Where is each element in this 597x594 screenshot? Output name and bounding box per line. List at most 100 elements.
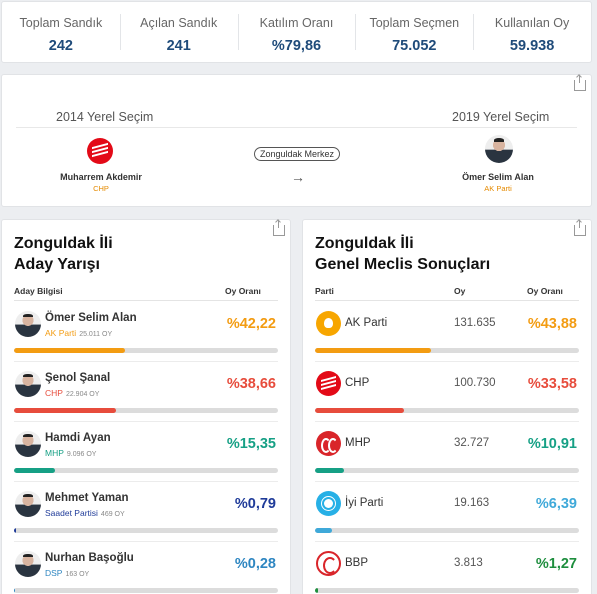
party-name: CHP: [345, 377, 370, 389]
candidate-row[interactable]: Ömer Selim Alan AK Parti 25.011 OY %42,22: [14, 302, 278, 362]
title-line: Zonguldak İli: [315, 235, 414, 252]
vote-bar: [14, 348, 278, 353]
summary-bar: Toplam Sandık 242 Açılan Sandık 241 Katı…: [1, 1, 592, 63]
arrow-right-icon: →: [291, 169, 305, 185]
candidate-avatar: [15, 311, 41, 337]
candidate-avatar: [15, 431, 41, 457]
stat-value: 242: [48, 38, 73, 54]
chp-logo-icon: [316, 371, 341, 396]
stat-label: Katılım Oranı: [259, 16, 334, 30]
candidates-panel: Zonguldak İli Aday Yarışı Aday Bilgisi O…: [1, 219, 291, 594]
vote-bar-fill: [315, 528, 332, 533]
col-candidate: Aday Bilgisi: [14, 286, 63, 296]
candidate-name: Şenol Şanal: [45, 372, 111, 384]
divider: [315, 541, 579, 542]
share-icon[interactable]: [574, 75, 586, 91]
vote-percentage: %42,22: [226, 316, 276, 332]
candidate-row[interactable]: Nurhan Başoğlu DSP 163 OY %0,28: [14, 542, 278, 594]
share-icon[interactable]: [273, 220, 285, 236]
iyi-logo-icon: [316, 491, 341, 516]
stat-label: Kullanılan Oy: [494, 16, 570, 30]
candidate-name: Nurhan Başoğlu: [45, 552, 134, 564]
vote-count: 131.635: [454, 317, 496, 329]
divider: [14, 421, 278, 422]
vote-bar-fill: [14, 408, 117, 413]
stat-value: 59.938: [509, 38, 555, 54]
stat-value: 241: [166, 38, 191, 54]
vote-bar: [14, 408, 278, 413]
chp-logo-icon: [87, 138, 113, 164]
panel-title: Zonguldak İli Aday Yarışı: [14, 233, 254, 275]
title-line: Genel Meclis Sonuçları: [315, 256, 491, 273]
candidate-party: AK Parti 25.011 OY: [45, 328, 112, 338]
right-year: 2019 Yerel Seçim: [452, 110, 550, 124]
col-rate: Oy Oranı: [225, 286, 261, 296]
vote-count: 100.730: [454, 377, 496, 389]
vote-bar: [14, 528, 278, 533]
vote-percentage: %38,66: [226, 376, 276, 392]
divider: [315, 300, 579, 301]
stat-label: Toplam Seçmen: [369, 16, 460, 30]
candidate-party: MHP 9.096 OY: [45, 448, 96, 458]
title-line: Aday Yarışı: [14, 256, 100, 273]
vote-bar-fill: [14, 528, 17, 533]
party-name: MHP: [345, 437, 371, 449]
vote-bar: [315, 348, 579, 353]
stat-value: %79,86: [271, 38, 322, 54]
left-winner-party: CHP: [93, 184, 109, 193]
candidate-name: Mehmet Yaman: [45, 492, 129, 504]
candidate-name: Hamdi Ayan: [45, 432, 111, 444]
vote-bar-fill: [315, 348, 431, 353]
candidate-avatar: [15, 371, 41, 397]
vote-bar: [14, 588, 278, 593]
mhp-logo-icon: [316, 431, 341, 456]
vote-count: 19.163: [454, 497, 490, 509]
vote-bar-fill: [14, 588, 15, 593]
col-rate: Oy Oranı: [527, 286, 563, 296]
candidate-row[interactable]: Hamdi Ayan MHP 9.096 OY %15,35: [14, 422, 278, 482]
location-badge[interactable]: Zonguldak Merkez: [254, 147, 341, 161]
vote-bar: [14, 468, 278, 473]
party-name: İyi Parti: [345, 497, 384, 509]
stat-turnout: Katılım Oranı %79,86: [237, 2, 356, 62]
candidate-row[interactable]: Mehmet Yaman Saadet Partisi 469 OY %0,79: [14, 482, 278, 542]
election-comparison: 2014 Yerel Seçim 2019 Yerel Seçim Muharr…: [1, 74, 592, 207]
stat-opened-boxes: Açılan Sandık 241: [119, 2, 238, 62]
vote-percentage: %0,79: [234, 496, 276, 512]
divider: [14, 361, 278, 362]
party-name: BBP: [345, 557, 369, 569]
party-row[interactable]: BBP 3.813 %1,27: [315, 542, 579, 594]
candidate-party: CHP 22.904 OY: [45, 388, 99, 398]
vote-count: 9.096 OY: [66, 451, 97, 458]
party-name: AK Parti: [345, 317, 388, 329]
left-winner-name: Muharrem Akdemir: [60, 172, 142, 182]
stat-votes-cast: Kullanılan Oy 59.938: [473, 2, 591, 62]
winner-photo: [485, 135, 513, 163]
vote-bar-fill: [315, 408, 404, 413]
vote-percentage: %1,27: [535, 556, 577, 572]
party-row[interactable]: AK Parti 131.635 %43,88: [315, 302, 579, 362]
vote-bar-fill: [315, 588, 319, 593]
party-row[interactable]: İyi Parti 19.163 %6,39: [315, 482, 579, 542]
akp-logo-icon: [316, 311, 341, 336]
candidate-avatar: [15, 491, 41, 517]
share-icon[interactable]: [574, 220, 586, 236]
vote-count: 163 OY: [65, 571, 90, 578]
vote-bar: [315, 468, 579, 473]
vote-bar-fill: [315, 468, 344, 473]
vote-count: 25.011 OY: [79, 331, 113, 338]
candidate-party: DSP 163 OY: [45, 568, 89, 578]
candidate-party: Saadet Partisi 469 OY: [45, 508, 125, 518]
vote-bar-fill: [14, 468, 55, 473]
party-row[interactable]: CHP 100.730 %33,58: [315, 362, 579, 422]
divider: [16, 127, 577, 128]
candidate-row[interactable]: Şenol Şanal CHP 22.904 OY %38,66: [14, 362, 278, 422]
right-winner-name: Ömer Selim Alan: [462, 172, 534, 182]
divider: [315, 361, 579, 362]
council-panel: Zonguldak İli Genel Meclis Sonuçları Par…: [302, 219, 592, 594]
party-label: Saadet Partisi: [45, 508, 98, 518]
party-row[interactable]: MHP 32.727 %10,91: [315, 422, 579, 482]
vote-percentage: %33,58: [527, 376, 577, 392]
party-label: MHP: [45, 448, 64, 458]
left-year: 2014 Yerel Seçim: [56, 110, 154, 124]
